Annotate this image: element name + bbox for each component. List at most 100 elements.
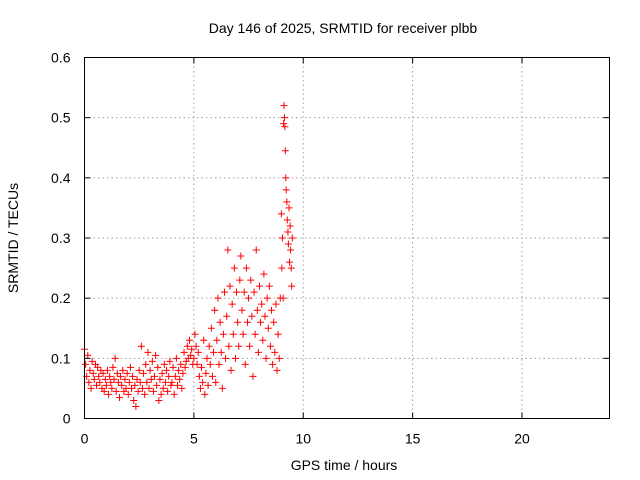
y-tick-label: 0.5 — [51, 110, 71, 126]
data-point — [166, 357, 174, 365]
data-point — [204, 381, 212, 389]
data-point — [135, 366, 143, 374]
data-point — [134, 387, 142, 395]
data-point — [117, 372, 125, 380]
data-point — [180, 348, 188, 356]
data-point — [203, 354, 211, 362]
data-point — [129, 372, 137, 380]
data-point — [217, 348, 225, 356]
data-point — [85, 378, 93, 386]
data-point — [280, 120, 288, 128]
data-point — [280, 114, 288, 122]
data-point — [128, 384, 136, 392]
data-point — [198, 363, 206, 371]
data-point — [284, 228, 292, 236]
data-point — [257, 318, 265, 326]
data-point — [199, 378, 207, 386]
data-point — [239, 330, 247, 338]
data-point — [235, 342, 243, 350]
data-point — [146, 366, 154, 374]
chart-title: Day 146 of 2025, SRMTID for receiver plb… — [209, 20, 478, 36]
data-point — [163, 366, 171, 374]
data-point — [278, 234, 286, 242]
data-point — [89, 369, 97, 377]
data-point — [108, 384, 116, 392]
data-point — [287, 264, 295, 272]
data-point — [273, 366, 281, 374]
gridlines — [84, 57, 610, 419]
data-point — [170, 390, 178, 398]
data-point — [93, 381, 101, 389]
data-point — [202, 369, 210, 377]
data-point — [196, 384, 204, 392]
data-point — [149, 387, 157, 395]
data-point — [107, 378, 115, 386]
data-point — [245, 294, 253, 302]
data-point — [288, 234, 296, 242]
data-point — [240, 288, 248, 296]
data-point — [275, 354, 283, 362]
data-point — [214, 294, 222, 302]
data-point — [229, 330, 237, 338]
data-point — [218, 384, 226, 392]
data-point — [175, 366, 183, 374]
data-point — [118, 381, 126, 389]
x-tick-label: 15 — [405, 431, 421, 447]
data-point — [152, 351, 160, 359]
data-point — [154, 363, 162, 371]
data-point — [228, 300, 236, 308]
data-point — [167, 381, 175, 389]
data-point — [160, 360, 168, 368]
data-point — [231, 354, 239, 362]
data-point — [210, 348, 218, 356]
axis-ticks — [84, 57, 610, 419]
data-point — [87, 384, 95, 392]
axis-tick-labels: 0 5 10 15 20 0 0.1 0.2 0.3 0.4 0.5 0.6 — [51, 50, 530, 447]
data-point — [113, 369, 121, 377]
data-point — [262, 354, 270, 362]
data-point — [105, 390, 113, 398]
data-point — [278, 264, 286, 272]
data-points — [81, 102, 296, 410]
data-point — [138, 384, 146, 392]
data-point — [158, 369, 166, 377]
data-point — [279, 294, 287, 302]
data-point — [112, 387, 120, 395]
data-point — [168, 378, 176, 386]
data-point — [207, 324, 215, 332]
data-point — [84, 351, 92, 359]
data-point — [88, 357, 96, 365]
data-point — [226, 282, 234, 290]
data-point — [284, 240, 292, 248]
data-point — [272, 300, 280, 308]
data-point — [243, 318, 251, 326]
data-point — [285, 204, 293, 212]
data-point — [101, 375, 109, 383]
data-point — [131, 381, 139, 389]
data-point — [173, 381, 181, 389]
data-point — [248, 312, 256, 320]
data-point — [183, 342, 191, 350]
data-point — [172, 354, 180, 362]
data-point — [268, 306, 276, 314]
data-point — [86, 366, 94, 374]
data-point — [253, 306, 261, 314]
data-point — [236, 276, 244, 284]
x-axis-title: GPS time / hours — [291, 457, 398, 473]
data-point — [188, 345, 196, 353]
data-point — [94, 363, 102, 371]
data-point — [187, 351, 195, 359]
data-point — [123, 369, 131, 377]
data-point — [271, 348, 279, 356]
data-point — [274, 330, 282, 338]
data-point — [157, 390, 165, 398]
data-point — [265, 282, 273, 290]
data-point — [280, 102, 288, 110]
data-point — [136, 378, 144, 386]
data-point — [124, 390, 132, 398]
data-point — [224, 246, 232, 254]
data-point — [282, 186, 290, 194]
data-point — [250, 288, 258, 296]
data-point — [147, 375, 155, 383]
